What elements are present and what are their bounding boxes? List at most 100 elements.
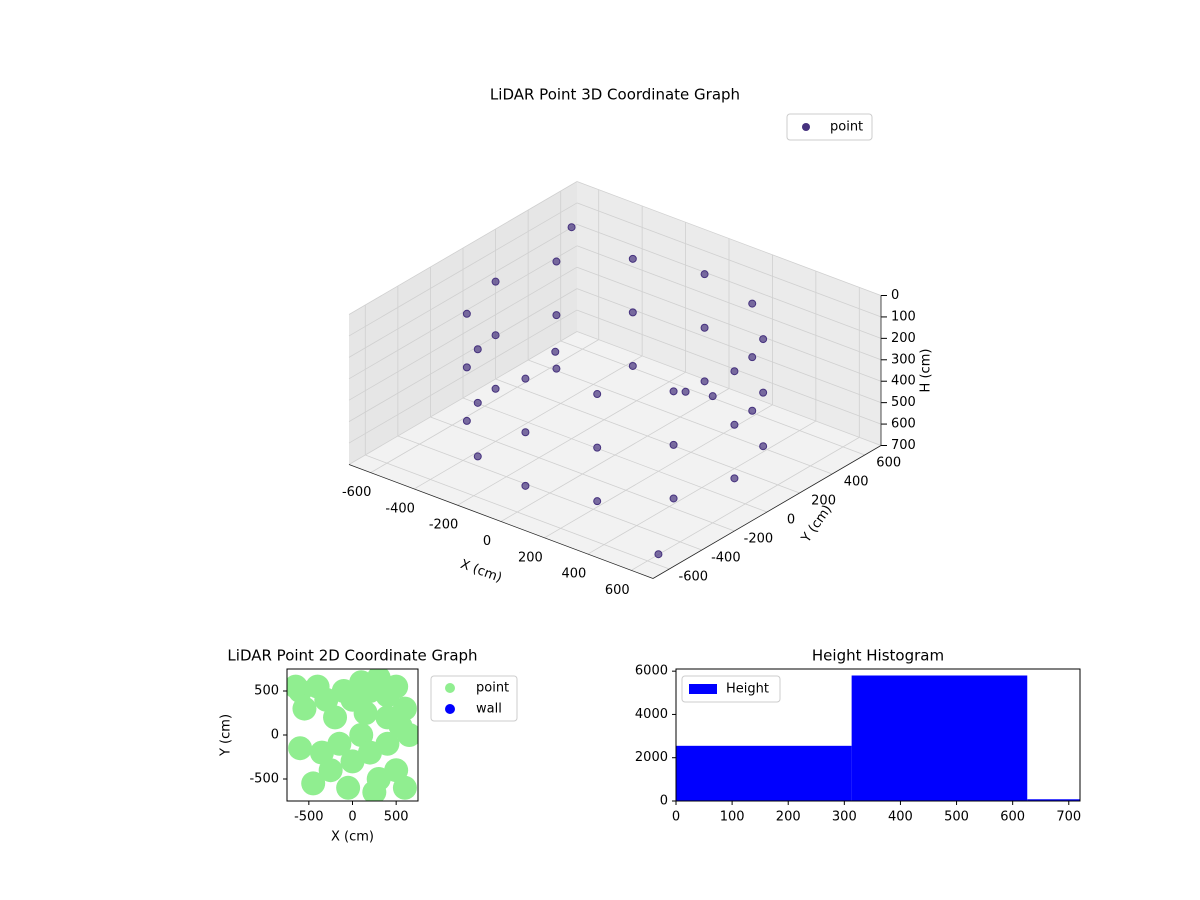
legend-box [430,675,518,722]
grid-line [576,223,882,339]
point [384,674,409,699]
y-tick-label: -200 [744,532,774,547]
point [318,758,343,783]
point [654,550,663,559]
grid-line [576,266,882,382]
x-tick-label: 200 [776,810,801,825]
legend-marker [802,123,810,131]
grid-line [348,202,578,337]
point [552,311,561,320]
point [336,775,361,800]
point [388,714,413,739]
legend-label: point [476,681,509,696]
point [521,374,530,383]
x-tick-label: 0 [483,534,491,549]
chart-histogram: Height 0 100 200 300 400 500 600 700 0 2000 4000 600… [635,647,1081,825]
point [593,390,602,399]
point [392,775,417,800]
point [593,497,602,506]
legend-marker [445,704,455,714]
point [353,701,378,725]
grid-line [348,181,578,315]
point [552,364,561,373]
x-tick-label: -600 [342,485,372,500]
y-tick-label: 6000 [635,664,668,679]
z-axis-label: H (cm) [919,349,934,393]
grid-line [348,309,578,444]
y-tick-label: 600 [876,456,901,471]
y-tick-label: 0 [271,728,279,743]
point [288,736,313,761]
chart-title: LiDAR Point 2D Coordinate Graph [227,647,477,665]
point [759,388,768,397]
chart-title: LiDAR Point 3D Coordinate Graph [490,86,740,104]
point [327,731,352,756]
grid-line [397,435,702,551]
point [700,377,709,386]
y-tick-label: -500 [249,772,279,787]
x-tick-label: 400 [561,567,586,582]
point [567,223,576,232]
x-axis [348,464,654,579]
grid-line [576,288,882,404]
point [473,345,482,354]
x-tick-label: 200 [518,550,543,565]
grid-line [430,416,735,532]
point [759,442,768,451]
point [473,398,482,407]
z-tick-label: 500 [891,395,916,410]
point [628,361,637,370]
grid-line [576,202,882,318]
point [462,309,471,318]
x-tick-label: -500 [294,810,324,825]
point [292,696,317,721]
y-tick-label: -600 [679,570,709,585]
bar [851,675,1028,801]
z-tick-label: 400 [891,374,916,389]
point [323,705,348,730]
legend-label: wall [476,702,502,717]
plot-bars [676,675,1080,801]
point [748,406,757,415]
y-tick-label: -400 [711,551,741,566]
point [669,494,678,503]
grid-line [348,245,578,380]
z-tick-label: 300 [891,352,916,367]
point [491,277,500,286]
point [473,452,482,461]
x-tick-label: 0 [672,810,680,825]
point [748,353,757,362]
y-tick-label: 0 [660,794,668,809]
point [730,474,739,483]
legend-marker [445,683,455,693]
point [521,428,530,437]
point [730,367,739,376]
chart-3d: -600-400-2000200400600-600-400-200020040… [342,86,934,598]
bar [676,745,852,801]
plot-frame [675,668,1081,802]
grid-line [576,331,882,446]
point [669,440,678,449]
x-tick-label: 300 [832,810,857,825]
z-tick-label: 0 [891,288,899,303]
z-tick-label: 200 [891,331,916,346]
x-tick-label: 600 [605,583,630,598]
y-axis [652,445,882,579]
point [521,481,530,490]
x-tick-label: 600 [1000,810,1025,825]
point [700,270,709,279]
grid-line [528,359,833,475]
x-tick-label: -400 [385,501,415,516]
point [462,416,471,425]
grid-line [348,266,578,401]
point [628,308,637,317]
grid-line [495,378,800,494]
bar [1027,799,1080,801]
x-axis-label: X (cm) [458,557,504,586]
y-axis-label: Y (cm) [798,502,835,546]
x-tick-label: 500 [944,810,969,825]
point [301,771,326,796]
y-tick-label: 4000 [635,707,668,722]
point [491,331,500,340]
